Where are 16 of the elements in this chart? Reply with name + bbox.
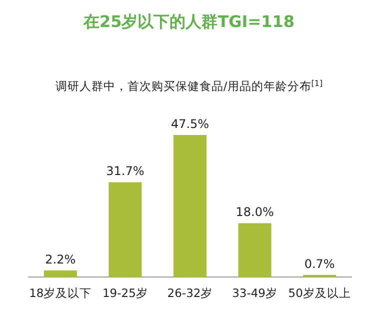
data-label: 31.7% <box>106 164 144 178</box>
data-label: 0.7% <box>304 256 335 271</box>
chart-subtitle: 调研人群中，首次购买保健食品/用品的年龄分布$^{[1]}$ <box>55 78 323 93</box>
data-label: 2.2% <box>45 252 76 266</box>
bar <box>174 135 206 277</box>
bar <box>238 223 272 277</box>
data-label: 47.5% <box>170 117 210 131</box>
chart-title: 在25岁以下的人群TGI=118 <box>82 12 295 31</box>
data-label: 18.0% <box>236 205 274 220</box>
x-tick-label: 26-32岁 <box>167 286 213 300</box>
x-tick-label: 19-25岁 <box>102 286 148 300</box>
x-tick-label: 18岁及以下 <box>29 286 92 300</box>
x-tick-label: 33-49岁 <box>232 286 278 300</box>
x-tick-label: 50岁及以上 <box>288 286 351 300</box>
bar <box>44 270 77 277</box>
bar <box>108 182 142 277</box>
